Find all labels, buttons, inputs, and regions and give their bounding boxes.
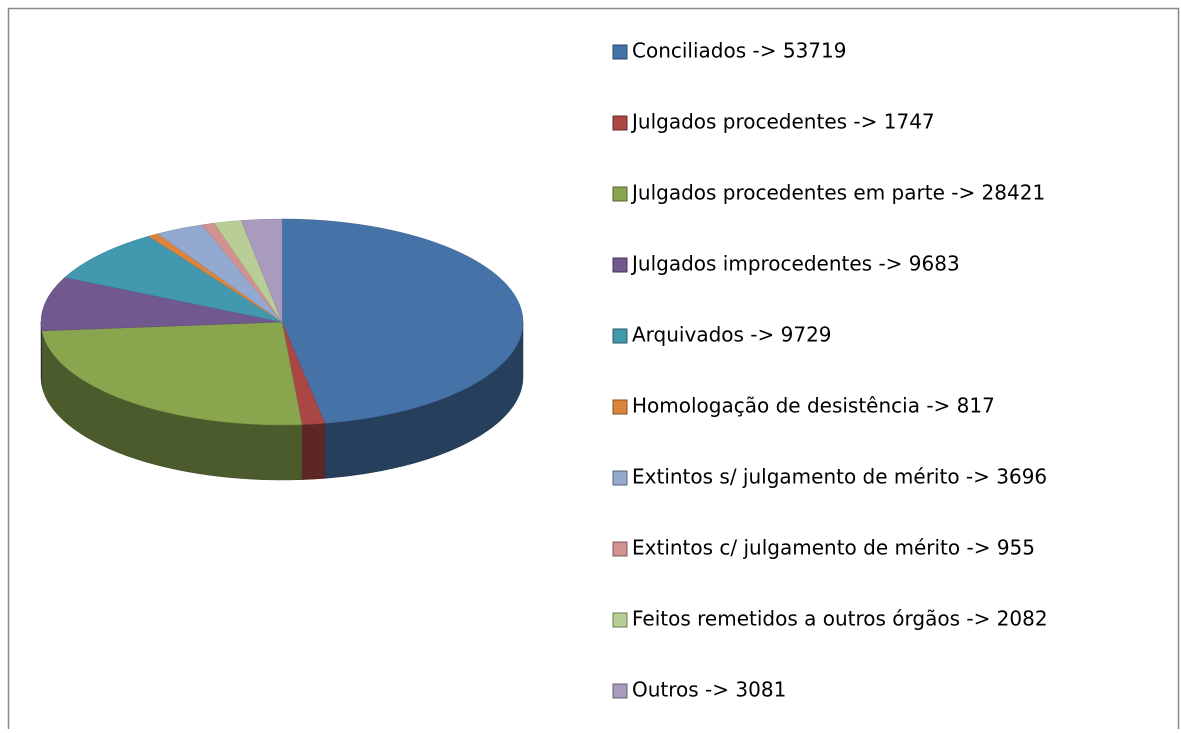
legend-swatch [612,612,628,628]
legend-swatch [612,115,628,131]
legend-label: Julgados improcedentes -> 9683 [630,252,960,276]
legend-swatch [612,186,628,202]
legend-label: Feitos remetidos a outros órgãos -> 2082 [632,607,1048,631]
legend-swatch [612,399,628,415]
legend-swatch [612,683,628,699]
legend-swatch [612,257,628,273]
slice-side [40,321,43,386]
legend-label: Conciliados -> 53719 [632,39,846,63]
legend-label: Arquivados -> 9729 [632,323,832,347]
legend-swatch [612,541,628,557]
legend-swatch [612,44,628,60]
legend-swatch [612,470,628,486]
slice-side [301,423,326,480]
slice [40,277,283,332]
legend-label: Extintos c/ julgamento de mérito -> 955 [632,536,1035,560]
slice [281,218,524,424]
slice [41,321,303,426]
legend-label: Homologação de desistência -> 817 [632,394,995,418]
slice [240,218,283,323]
legend-label: Julgados procedentes -> 1747 [630,110,935,134]
legend-label: Outros -> 3081 [632,678,786,702]
legend-swatch [612,328,628,344]
legend-label: Extintos s/ julgamento de mérito -> 3696 [632,465,1047,489]
slice [64,235,283,323]
legend-label: Julgados procedentes em parte -> 28421 [630,181,1045,205]
